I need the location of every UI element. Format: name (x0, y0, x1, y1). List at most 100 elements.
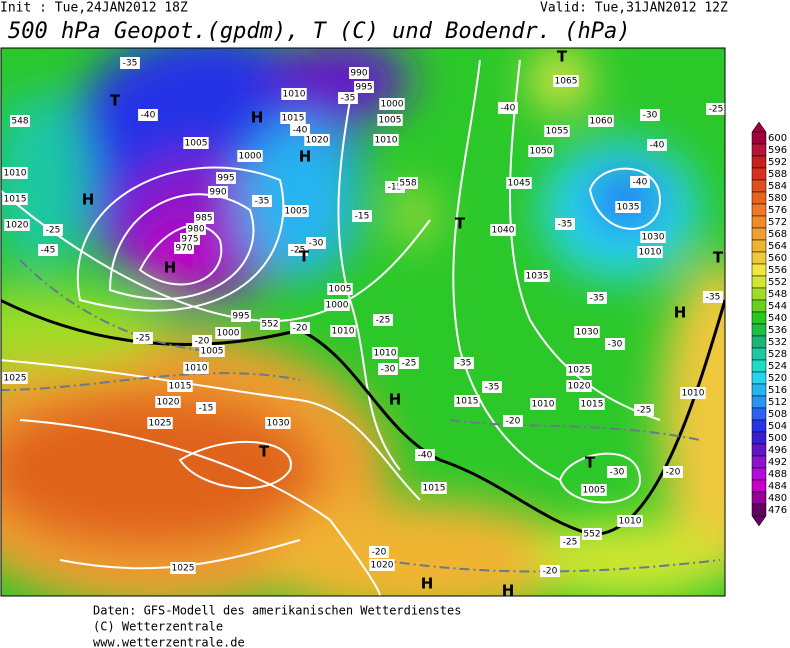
isoline-label: 1015 (169, 382, 192, 392)
isoline-label: -40 (418, 451, 433, 461)
colorbar-swatch (751, 239, 767, 253)
label-box (2, 372, 28, 384)
isoline-label: 1010 (619, 517, 642, 527)
pressure-center: T (110, 92, 121, 110)
isoline-label: -40 (293, 126, 308, 136)
label-box (605, 338, 625, 350)
colorbar-label: 568 (768, 229, 787, 240)
label-box (133, 332, 153, 344)
isoline-label: -25 (563, 538, 578, 548)
isoline-label: 1015 (4, 195, 27, 205)
label-box (252, 195, 272, 207)
colorbar-label: 560 (768, 253, 787, 264)
valid-time: Valid: Tue,31JAN2012 12Z (540, 1, 728, 16)
label-box (186, 223, 206, 235)
colorbar-swatch (751, 443, 767, 457)
isoline-label: -20 (195, 337, 210, 347)
isoline-label: -25 (136, 334, 151, 344)
label-box (183, 137, 209, 149)
pressure-center: H (299, 148, 312, 166)
colorbar-label: 520 (768, 373, 787, 384)
isoline-label: 995 (355, 83, 372, 93)
label-box (167, 380, 193, 392)
label-box (43, 224, 63, 236)
isoline-label: -25 (709, 105, 724, 115)
colorbar-label: 580 (768, 193, 787, 204)
isoline-label: 1035 (526, 272, 549, 282)
colorbar-swatch (751, 263, 767, 277)
pressure-center: H (674, 304, 687, 322)
isoline-label: -35 (590, 294, 605, 304)
colorbar-swatch (751, 203, 767, 217)
label-box (2, 167, 28, 179)
colorbar-label: 600 (768, 133, 787, 144)
label-box (378, 363, 398, 375)
isoline-label: 975 (181, 235, 198, 245)
label-box (566, 380, 592, 392)
label-box (555, 218, 575, 230)
label-box (194, 212, 214, 224)
isoline-label: -25 (402, 359, 417, 369)
pressure-center: H (251, 109, 264, 127)
colorbar-swatch (751, 275, 767, 289)
colorbar-swatch (751, 395, 767, 409)
colorbar-label: 540 (768, 313, 787, 324)
isoline-label: 548 (11, 117, 28, 127)
pressure-center: H (421, 575, 434, 593)
label-box (377, 114, 403, 126)
isoline-label: 1065 (555, 77, 578, 87)
isoline-label: 980 (187, 225, 204, 235)
label-box (324, 299, 350, 311)
isoline-label: -15 (199, 404, 214, 414)
isoline-label: 1010 (682, 389, 705, 399)
label-box (338, 92, 358, 104)
isoline-label: -40 (633, 178, 648, 188)
isoline-label: 995 (232, 312, 249, 322)
isoline-label: 1000 (239, 152, 262, 162)
colorbar-label: 572 (768, 217, 787, 228)
label-box (174, 242, 194, 254)
colorbar-label: 512 (768, 397, 787, 408)
label-box (354, 81, 374, 93)
footer-line: www.wetterzentrale.de (93, 636, 245, 648)
colorbar-label: 592 (768, 157, 787, 168)
colorbar-swatch (751, 371, 767, 385)
colorbar-swatch (751, 431, 767, 445)
pressure-center: T (259, 443, 270, 461)
label-box (706, 103, 725, 115)
colorbar-swatch (751, 287, 767, 301)
isoline-label: 970 (175, 244, 192, 254)
colorbar-swatch (751, 251, 767, 265)
colorbar-label: 516 (768, 385, 787, 396)
isoline-label: 990 (209, 188, 226, 198)
colorbar-swatch (751, 347, 767, 361)
isoline-label: 1015 (423, 484, 446, 494)
colorbar-swatch (751, 311, 767, 325)
colorbar-swatch (751, 131, 767, 145)
colorbar-swatch (751, 167, 767, 181)
label-box (615, 201, 641, 213)
label-box (327, 283, 353, 295)
label-box (560, 536, 580, 548)
label-box (330, 325, 356, 337)
label-box (454, 357, 474, 369)
pressure-center: H (389, 391, 402, 409)
isoline-label: 1010 (283, 90, 306, 100)
label-box (553, 75, 579, 87)
isoline-label: 1020 (371, 561, 394, 571)
label-box (506, 177, 532, 189)
colorbar-label: 596 (768, 145, 787, 156)
isoline-label: -20 (666, 468, 681, 478)
label-box (640, 109, 660, 121)
colorbar-swatch (751, 491, 767, 505)
isoline-label: -15 (388, 183, 403, 193)
isoline-label: -35 (341, 94, 356, 104)
label-box (640, 231, 666, 243)
label-box (372, 347, 398, 359)
isoline-label: 558 (399, 179, 416, 189)
pressure-center: T (557, 48, 568, 66)
colorbar-label: 496 (768, 445, 787, 456)
colorbar-label: 480 (768, 493, 787, 504)
isoline-label: 1020 (568, 382, 591, 392)
colorbar-label: 552 (768, 277, 787, 288)
